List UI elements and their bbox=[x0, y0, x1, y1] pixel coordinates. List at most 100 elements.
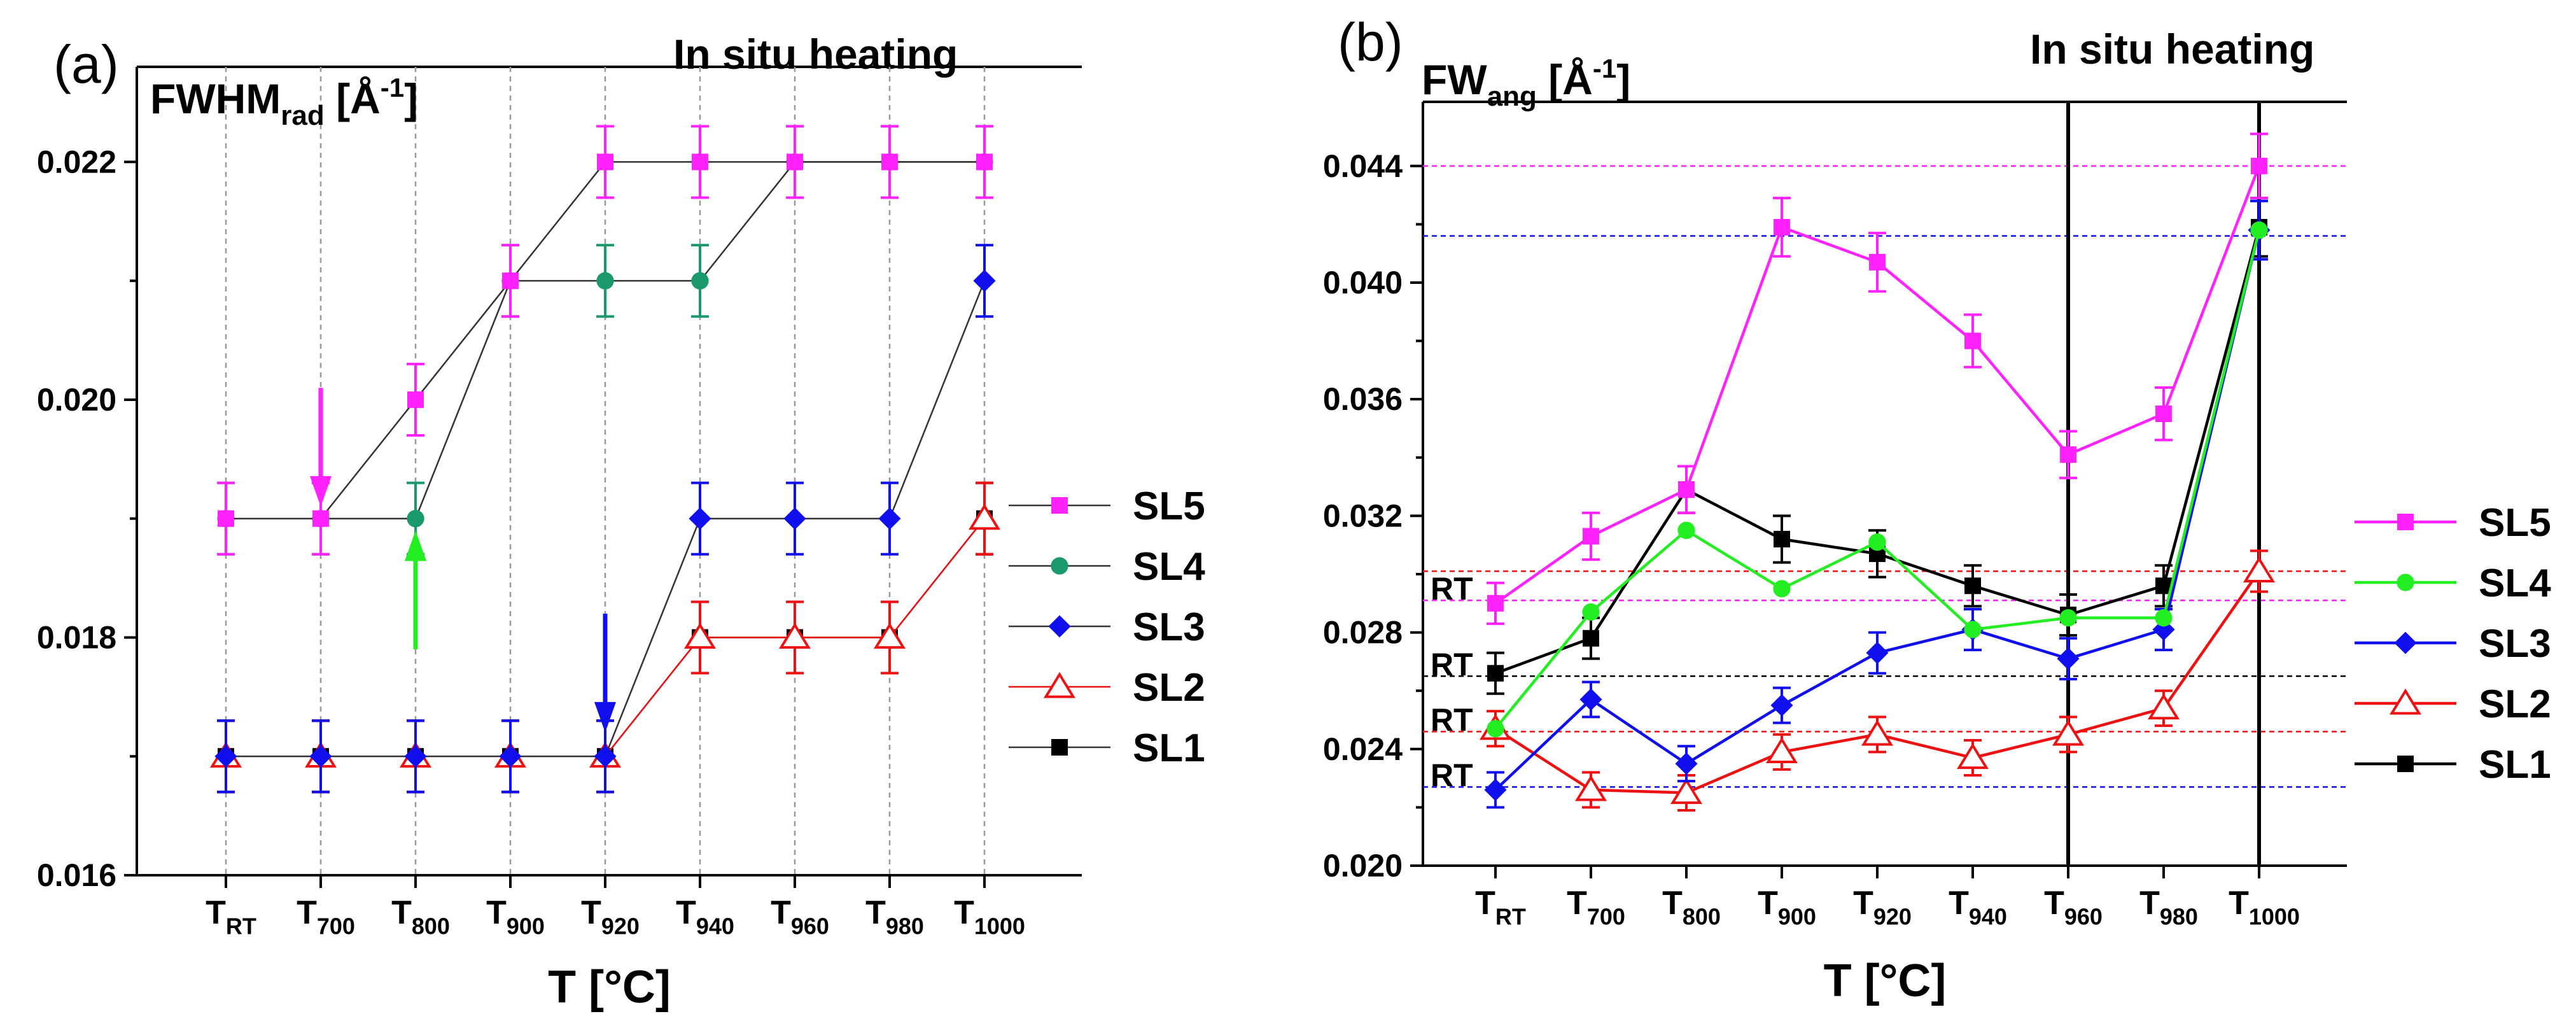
data-point-sl2 bbox=[1956, 743, 1989, 770]
data-point-sl3 bbox=[1579, 688, 1602, 711]
data-point-sl4 bbox=[691, 272, 709, 290]
legend-label: SL4 bbox=[2479, 561, 2551, 605]
data-point-sl5 bbox=[1869, 253, 1886, 271]
x-tick-label-base: T bbox=[581, 894, 601, 931]
panel-a: (a) In situ heating0.0160.0180.0200.022TR… bbox=[37, 31, 1205, 1013]
x-tick-label-sub: 1000 bbox=[2249, 904, 2300, 930]
legend-label: SL1 bbox=[1133, 726, 1205, 770]
y-tick-label: 0.028 bbox=[1323, 615, 1403, 651]
x-tick-label-base: T bbox=[2044, 885, 2064, 922]
y-axis-title-sub: rad bbox=[281, 100, 324, 131]
data-point-sl4 bbox=[1582, 603, 1600, 621]
data-point-sl2 bbox=[683, 623, 717, 649]
x-tick-label: TRT bbox=[206, 894, 256, 940]
series-line-sl5 bbox=[226, 161, 984, 519]
panel-label: (a) bbox=[53, 34, 119, 94]
series-sl4 bbox=[1487, 221, 2268, 738]
rt-label: RT bbox=[1431, 757, 1473, 793]
legend-marker bbox=[2394, 631, 2417, 654]
x-tick-label: T700 bbox=[1567, 885, 1625, 930]
x-tick-label: T980 bbox=[865, 894, 924, 940]
series-sl2 bbox=[1479, 549, 2276, 812]
legend-marker bbox=[2397, 514, 2414, 530]
legend-marker bbox=[1051, 497, 1068, 514]
data-point-sl5 bbox=[2251, 157, 2267, 174]
y-axis-title-unit: [Å bbox=[1537, 56, 1593, 103]
series-line-sl2 bbox=[1494, 570, 2260, 794]
data-point-sl4 bbox=[1487, 720, 1504, 738]
x-axis-title: T [°C] bbox=[548, 962, 671, 1013]
data-point-sl5 bbox=[1583, 528, 1599, 545]
x-tick-label-base: T bbox=[297, 894, 317, 931]
data-point-sl3 bbox=[1770, 694, 1793, 717]
data-point-sl3 bbox=[404, 745, 427, 768]
data-point-sl1 bbox=[1774, 531, 1790, 548]
panel-label: (b) bbox=[1338, 12, 1403, 72]
legend-marker bbox=[1048, 615, 1071, 638]
x-tick-label: T980 bbox=[2139, 885, 2198, 930]
rt-label: RT bbox=[1431, 571, 1473, 607]
x-tick-label-sub: RT bbox=[1495, 904, 1526, 930]
data-point-sl5 bbox=[407, 391, 424, 408]
data-point-sl1 bbox=[1964, 577, 1981, 595]
data-point-sl2 bbox=[2147, 693, 2180, 720]
annotation-arrow-head bbox=[310, 476, 332, 507]
y-tick-label: 0.036 bbox=[1323, 381, 1403, 417]
y-tick-label: 0.024 bbox=[1323, 731, 1403, 767]
x-axis-title: T [°C] bbox=[1824, 955, 1947, 1006]
data-point-sl3 bbox=[973, 269, 996, 292]
x-tick-label-sub: 920 bbox=[601, 913, 640, 940]
data-point-sl3 bbox=[309, 745, 332, 768]
data-point-sl3 bbox=[878, 507, 901, 530]
x-tick-label-base: T bbox=[2139, 885, 2160, 922]
x-tick-label-sub: 900 bbox=[1778, 904, 1816, 930]
annotation-arrow bbox=[405, 530, 426, 650]
data-point-sl2 bbox=[1861, 719, 1894, 746]
legend-label: SL3 bbox=[2479, 622, 2551, 666]
x-tick-label: T940 bbox=[676, 894, 734, 940]
x-tick-label-sub: 800 bbox=[412, 913, 450, 940]
legend-label: SL5 bbox=[1133, 484, 1205, 528]
x-tick-label-base: T bbox=[1662, 885, 1683, 922]
x-tick-label: T700 bbox=[297, 894, 355, 940]
data-point-sl3 bbox=[689, 507, 711, 530]
rt-label: RT bbox=[1431, 702, 1473, 738]
data-point-sl3 bbox=[594, 745, 617, 768]
series-sl3 bbox=[214, 244, 996, 794]
legend-label: SL3 bbox=[1133, 605, 1205, 649]
data-point-sl4 bbox=[596, 272, 614, 290]
panel-b: (b) In situ heating 0.020 0.024 0.028 0.032 0.… bbox=[1323, 12, 2551, 1006]
x-tick-label-base: T bbox=[1567, 885, 1587, 922]
data-point-sl2 bbox=[778, 623, 811, 649]
panel-title: In situ heating bbox=[2030, 25, 2314, 73]
annotation-arrow-head bbox=[594, 701, 616, 733]
data-point-sl5 bbox=[2155, 405, 2172, 423]
data-point-sl5 bbox=[1678, 481, 1695, 498]
x-tick-label-sub: 900 bbox=[507, 913, 545, 940]
y-tick-label: 0.016 bbox=[37, 857, 116, 893]
x-tick-label: T800 bbox=[1662, 885, 1721, 930]
rt-label: RT bbox=[1431, 647, 1473, 682]
x-tick-label: T900 bbox=[1758, 885, 1816, 930]
x-tick-label: T1000 bbox=[2229, 885, 2300, 930]
data-point-sl4 bbox=[1773, 580, 1791, 598]
x-tick-label-base: T bbox=[486, 894, 507, 931]
x-tick-label-sub: 960 bbox=[2064, 904, 2103, 930]
y-axis-title-close: ] bbox=[404, 75, 418, 122]
series-sl3 bbox=[1484, 199, 2271, 809]
data-point-sl4 bbox=[2250, 221, 2268, 239]
panel-title: In situ heating bbox=[673, 31, 958, 78]
x-tick-label-base: T bbox=[206, 894, 226, 931]
x-tick-label: T960 bbox=[2044, 885, 2103, 930]
y-tick-label: 0.040 bbox=[1323, 265, 1403, 300]
data-point-sl5 bbox=[1774, 218, 1790, 236]
x-tick-label-sub: 800 bbox=[1683, 904, 1721, 930]
x-tick-label-sub: 960 bbox=[791, 913, 829, 940]
series-sl5 bbox=[217, 125, 993, 556]
legend-label: SL2 bbox=[1133, 666, 1205, 710]
data-point-sl4 bbox=[2059, 609, 2077, 627]
series-sl5 bbox=[1487, 132, 2268, 625]
data-point-sl5 bbox=[692, 153, 708, 171]
x-tick-label-base: T bbox=[391, 894, 412, 931]
